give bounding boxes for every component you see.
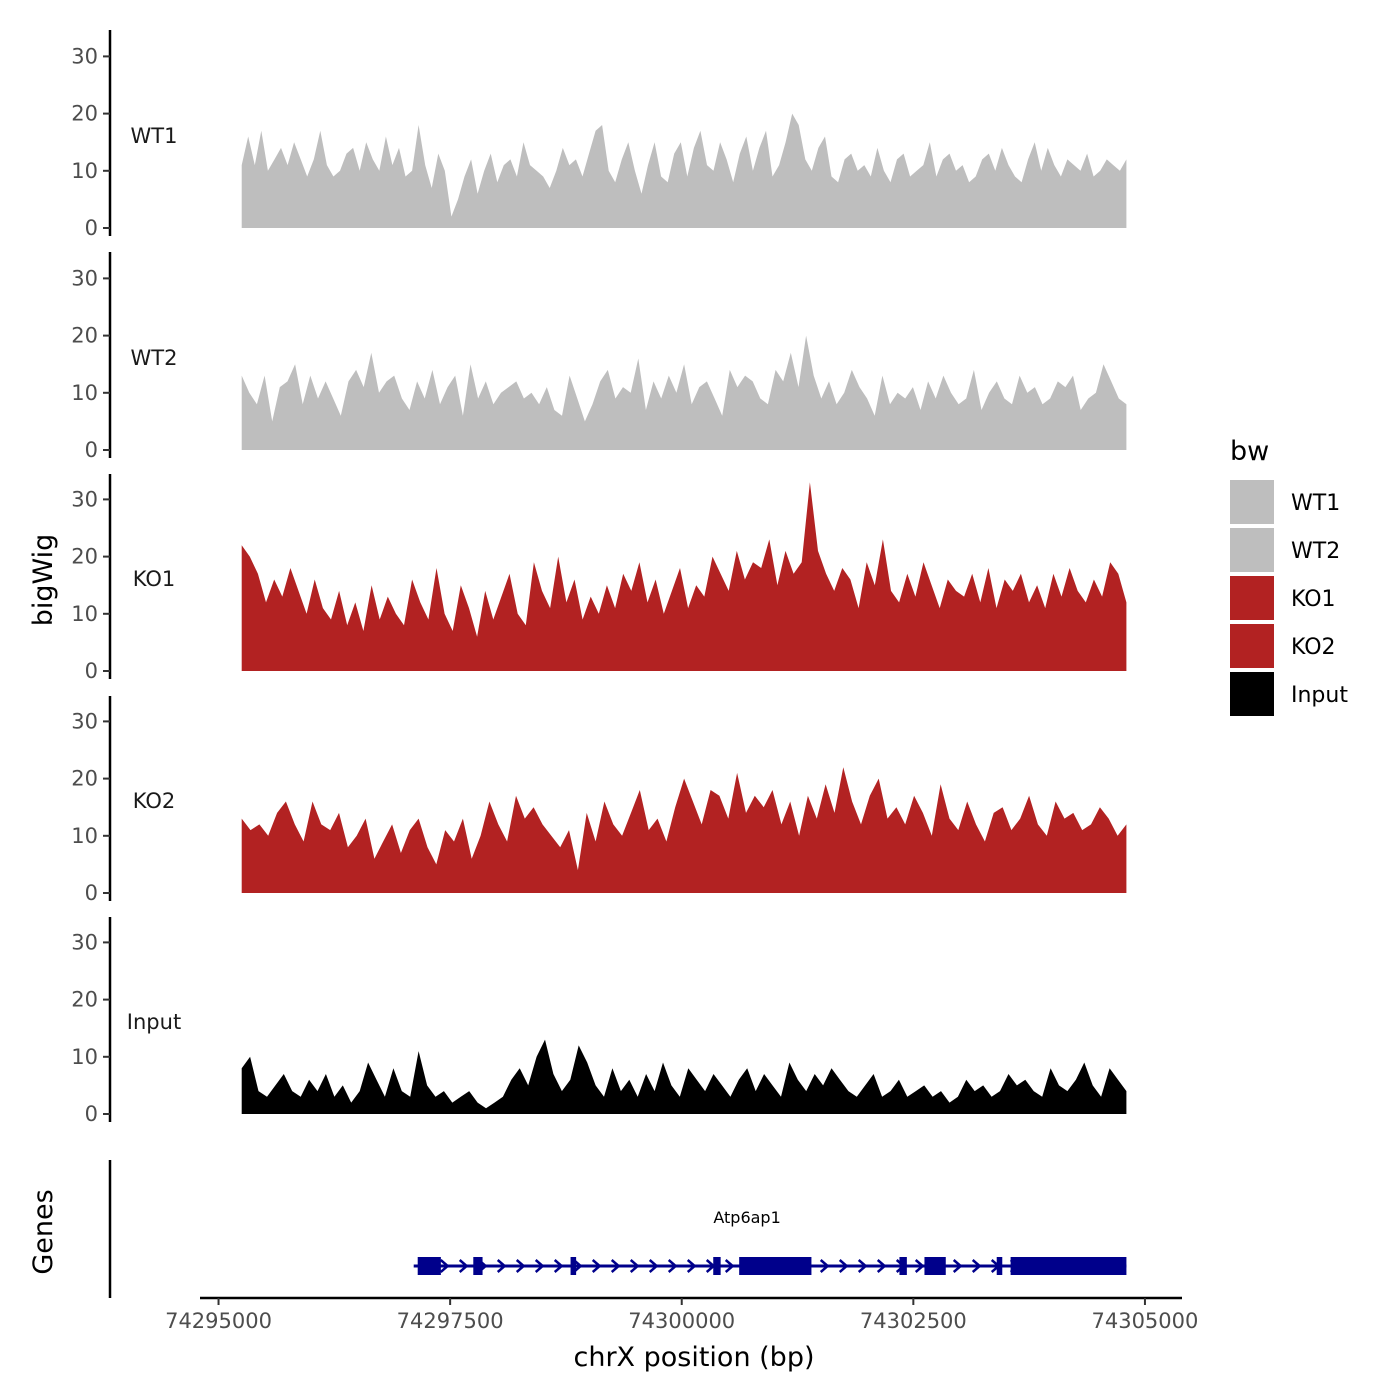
track-label-input: Input <box>127 1010 181 1034</box>
area-ko1 <box>241 482 1127 671</box>
y-tick-label: 20 <box>71 545 98 569</box>
y-tick-label: 30 <box>71 930 98 954</box>
y-tick-label: 30 <box>71 487 98 511</box>
gene-exon <box>713 1257 721 1275</box>
strand-arrow <box>648 1259 659 1273</box>
x-axis-title: chrX position (bp) <box>573 1342 814 1373</box>
gene-name-label: Atp6ap1 <box>713 1208 780 1227</box>
strand-arrow <box>952 1259 963 1273</box>
y-tick-label: 0 <box>85 216 98 240</box>
y-tick-label: 10 <box>71 1045 98 1069</box>
legend-swatch-wt2 <box>1230 528 1274 572</box>
x-tick-label: 74297500 <box>397 1309 504 1333</box>
x-tick-label: 74302500 <box>860 1309 967 1333</box>
legend-label-wt1: WT1 <box>1291 491 1340 516</box>
strand-arrow <box>819 1259 830 1273</box>
strand-arrow <box>553 1259 564 1273</box>
strand-arrow <box>838 1259 849 1273</box>
y-tick-label: 20 <box>71 102 98 126</box>
area-ko2 <box>241 767 1127 893</box>
legend-swatch-ko2 <box>1230 624 1274 668</box>
y-tick-label: 0 <box>85 659 98 683</box>
track-input: 0 10 20 30 Input <box>71 917 1127 1126</box>
area-wt1 <box>241 113 1127 228</box>
strand-arrow <box>686 1259 697 1273</box>
y-tick-label: 10 <box>71 159 98 183</box>
x-axis: 74295000 74297500 74300000 74302500 74305000 <box>165 1296 1198 1333</box>
track-ko2: 0 10 20 30 KO2 <box>71 696 1127 905</box>
strand-arrow <box>610 1259 621 1273</box>
strand-arrow <box>876 1259 887 1273</box>
gene-panel: Atp6ap1 <box>108 1160 1127 1298</box>
y-tick-label: 20 <box>71 767 98 791</box>
track-label-ko2: KO2 <box>133 789 176 813</box>
gene-exon <box>1010 1257 1127 1275</box>
legend-label-input: Input <box>1291 683 1348 708</box>
x-tick-label: 74305000 <box>1091 1309 1198 1333</box>
y-tick-label: 30 <box>71 44 98 68</box>
strand-arrow <box>458 1259 469 1273</box>
area-wt2 <box>241 335 1127 450</box>
strand-arrow <box>496 1259 507 1273</box>
x-tick-label: 74295000 <box>165 1309 272 1333</box>
track-wt2: 0 10 20 30 WT2 <box>71 252 1127 462</box>
y-tick-label: 10 <box>71 602 98 626</box>
y-tick-label: 20 <box>71 988 98 1012</box>
legend-swatch-input <box>1230 672 1274 716</box>
strand-arrow <box>629 1259 640 1273</box>
strand-arrow <box>724 1259 735 1273</box>
y-tick-label: 10 <box>71 824 98 848</box>
y-tick-label: 0 <box>85 438 98 462</box>
strand-arrow <box>534 1259 545 1273</box>
strand-arrow <box>914 1259 925 1273</box>
gene-exon <box>996 1257 1003 1275</box>
strand-arrow <box>591 1259 602 1273</box>
y-tick-label: 0 <box>85 1102 98 1126</box>
signal-tracks: 0 10 20 30 WT1 0 10 20 30 WT2 0 10 20 30 KO1 0 10 20 30 KO2… <box>71 30 1127 1126</box>
track-label-wt1: WT1 <box>131 124 178 148</box>
y-tick-label: 30 <box>71 266 98 290</box>
legend-title: bw <box>1230 436 1269 467</box>
y-axis-title: bigWig <box>28 534 59 627</box>
x-tick-label: 74300000 <box>628 1309 735 1333</box>
legend-label-ko1: KO1 <box>1291 587 1336 612</box>
gene-exon <box>570 1257 577 1275</box>
gene-exon <box>417 1257 441 1275</box>
gene-atp6ap1: Atp6ap1 <box>413 1208 1127 1275</box>
strand-arrow <box>667 1259 678 1273</box>
strand-arrow <box>515 1259 526 1273</box>
strand-arrow <box>971 1259 982 1273</box>
track-ko1: 0 10 20 30 KO1 <box>71 474 1127 683</box>
track-label-ko1: KO1 <box>133 567 176 591</box>
track-wt1: 0 10 20 30 WT1 <box>71 30 1127 240</box>
y-tick-label: 0 <box>85 881 98 905</box>
strand-arrow <box>439 1259 450 1273</box>
gene-exon <box>739 1257 812 1275</box>
genes-axis-title: Genes <box>28 1189 59 1274</box>
legend: bw WT1 WT2 KO1 KO2 Input <box>1230 436 1348 716</box>
y-tick-label: 10 <box>71 381 98 405</box>
track-label-wt2: WT2 <box>131 346 178 370</box>
legend-swatch-ko1 <box>1230 576 1274 620</box>
legend-swatch-wt1 <box>1230 480 1274 524</box>
gene-exon <box>924 1257 946 1275</box>
gene-exon <box>899 1257 907 1275</box>
strand-arrow <box>857 1259 868 1273</box>
legend-label-wt2: WT2 <box>1291 539 1340 564</box>
gene-exon <box>473 1257 483 1275</box>
y-tick-label: 20 <box>71 324 98 348</box>
legend-label-ko2: KO2 <box>1291 635 1336 660</box>
area-input <box>241 1039 1127 1114</box>
y-tick-label: 30 <box>71 709 98 733</box>
